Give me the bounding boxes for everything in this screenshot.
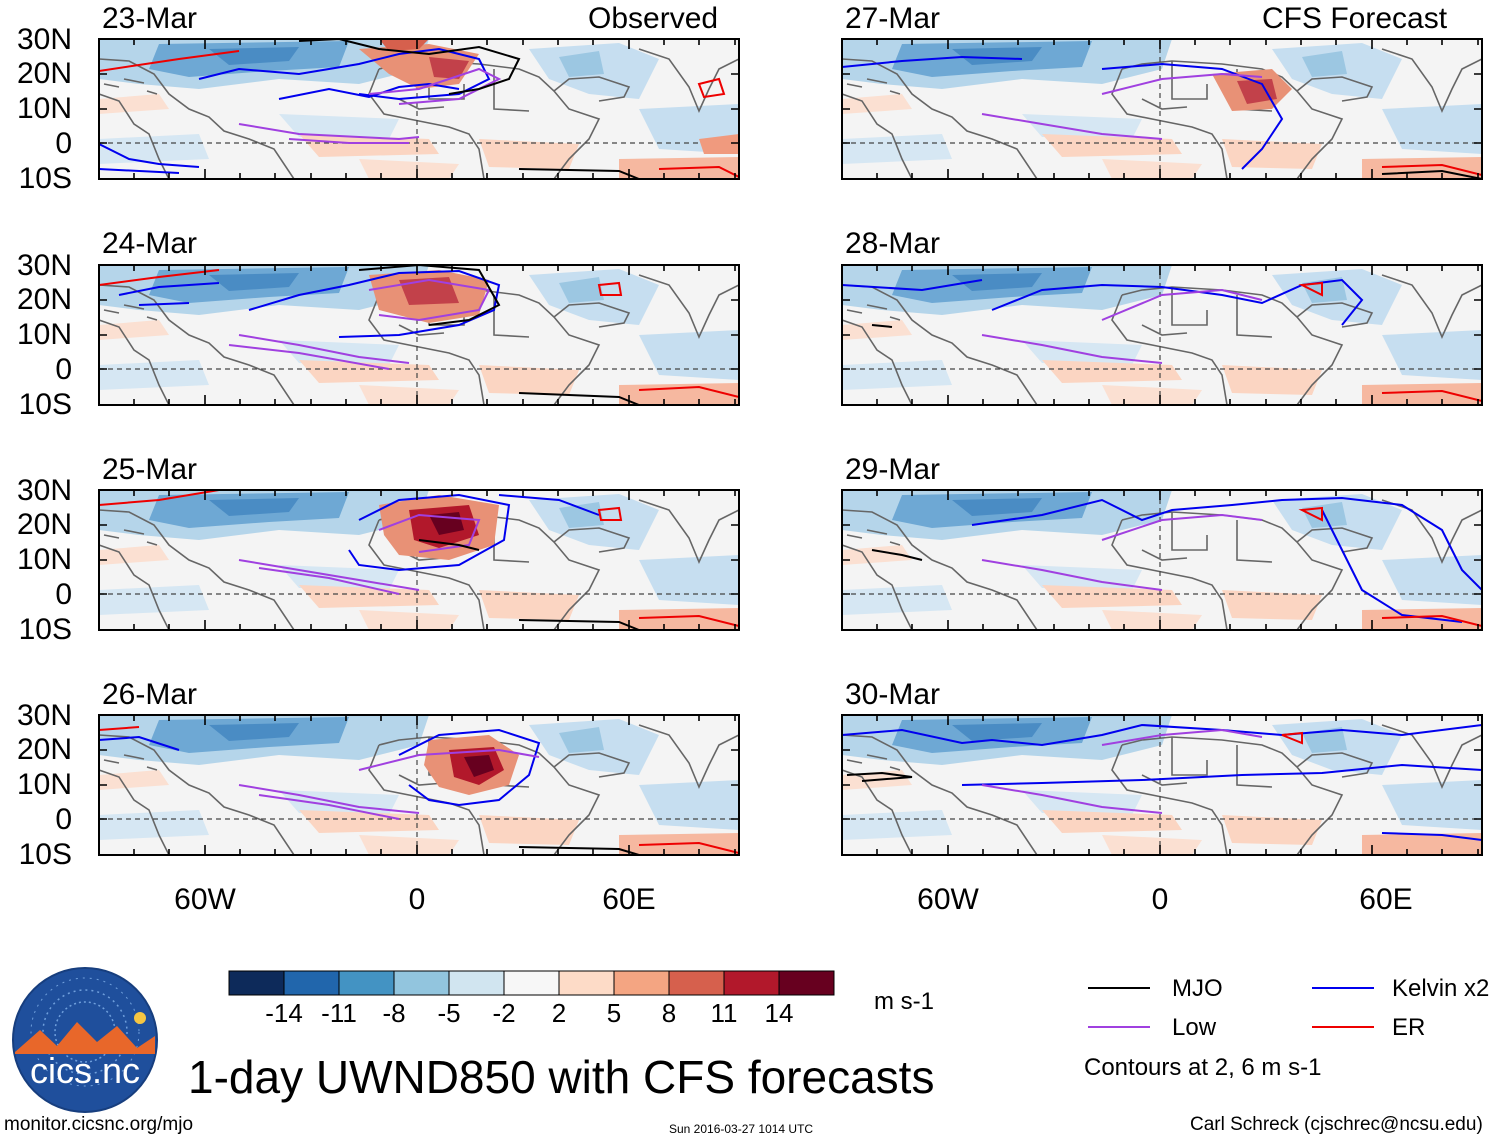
lat-label: 30N: [16, 699, 72, 732]
observed-label: Observed: [588, 2, 719, 35]
colorbar-swatch: [723, 970, 780, 996]
lat-label: 10S: [18, 388, 72, 421]
panel-date: 29-Mar: [845, 453, 941, 486]
cics-logo: [12, 967, 158, 1113]
forecast-panel-3: [841, 489, 1483, 631]
lat-label: 30N: [16, 474, 72, 507]
lat-label: 0: [55, 578, 72, 611]
figure-title: 1-day UWND850 with CFS forecasts: [188, 1051, 935, 1103]
forecast-panel-1: [841, 38, 1483, 180]
colorbar-swatch: [558, 970, 615, 996]
lat-label: 20N: [16, 508, 72, 541]
footer-url: monitor.cicsnc.org/mjo: [4, 1114, 194, 1135]
colorbar-swatch: [668, 970, 725, 996]
colorbar-label: -2: [492, 998, 516, 1028]
colorbar-swatch: [448, 970, 505, 996]
colorbar-label: -5: [437, 998, 461, 1028]
colorbar-label: -14: [265, 998, 303, 1028]
observed-panel-4: [98, 714, 740, 856]
panel-date: 23-Mar: [102, 2, 198, 35]
panel-date: 24-Mar: [102, 227, 198, 260]
colorbar-swatch: [613, 970, 670, 996]
lat-label: 20N: [16, 283, 72, 316]
colorbar-swatch: [283, 970, 340, 996]
logo-wordmark: cics.nc: [30, 1050, 141, 1091]
colorbar-swatch: [503, 970, 560, 996]
colorbar-label: 8: [661, 998, 677, 1028]
forecast-panel-4: [841, 714, 1483, 856]
lat-label: 20N: [16, 733, 72, 766]
observed-panel-1: [98, 38, 740, 180]
lon-label: 60W: [174, 883, 236, 916]
lon-label: 60E: [1359, 883, 1413, 916]
panel-date: 26-Mar: [102, 678, 198, 711]
lat-label: 10N: [16, 92, 72, 125]
lat-label: 10N: [16, 318, 72, 351]
lon-label: 60E: [602, 883, 656, 916]
legend-low: Low: [1172, 1014, 1217, 1041]
footer-timestamp: Sun 2016-03-27 1014 UTC: [669, 1122, 814, 1136]
panel-date: 30-Mar: [845, 678, 941, 711]
lat-label: 10N: [16, 543, 72, 576]
lat-label: 10S: [18, 613, 72, 646]
lat-label: 30N: [16, 23, 72, 56]
observed-panel-3: [98, 489, 740, 631]
lat-label: 30N: [16, 249, 72, 282]
lat-label: 0: [55, 127, 72, 160]
lat-label: 0: [55, 353, 72, 386]
colorbar-swatch: [228, 970, 285, 996]
panel-date: 27-Mar: [845, 2, 941, 35]
colorbar-label: -8: [382, 998, 406, 1028]
colorbar-label: 5: [606, 998, 622, 1028]
panel-date: 28-Mar: [845, 227, 941, 260]
lat-label: 10S: [18, 838, 72, 871]
lon-label: 60W: [917, 883, 979, 916]
colorbar: [228, 970, 835, 996]
colorbar-label: 2: [551, 998, 567, 1028]
legend-note: Contours at 2, 6 m s-1: [1084, 1054, 1322, 1081]
forecast-panel-2: [841, 264, 1483, 406]
colorbar-swatch: [393, 970, 450, 996]
legend-lines: [1088, 987, 1374, 1028]
footer-credit: Carl Schreck (cjschrec@ncsu.edu): [1190, 1114, 1483, 1135]
lon-label: 0: [408, 883, 426, 916]
legend-er: ER: [1392, 1014, 1426, 1041]
cfs-forecast-label: CFS Forecast: [1262, 2, 1448, 35]
colorbar-label: 11: [710, 998, 738, 1028]
lat-label: 0: [55, 803, 72, 836]
colorbar-swatch: [778, 970, 835, 996]
colorbar-label: -11: [321, 998, 357, 1028]
panel-date: 25-Mar: [102, 453, 198, 486]
colorbar-label: 14: [764, 998, 794, 1028]
lat-label: 10N: [16, 768, 72, 801]
lon-label: 0: [1151, 883, 1169, 916]
lat-label: 10S: [18, 162, 72, 195]
legend-mjo: MJO: [1172, 975, 1223, 1002]
lat-label: 20N: [16, 57, 72, 90]
observed-panel-2: [98, 264, 740, 406]
colorbar-unit: m s-1: [874, 988, 934, 1015]
colorbar-swatch: [338, 970, 395, 996]
legend-kelvin: Kelvin x2: [1392, 975, 1490, 1002]
